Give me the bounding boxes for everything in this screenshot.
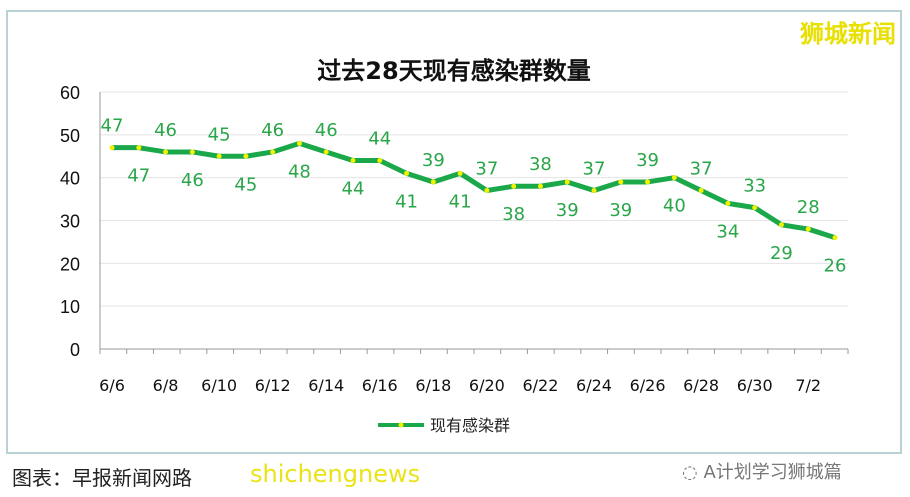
x-tick-label: 6/24 [576,376,612,395]
credit-text: 图表：早报新闻网路 [12,466,192,490]
y-tick-label: 30 [60,212,80,232]
y-tick-label: 20 [60,254,80,274]
data-label: 47 [127,166,150,187]
data-point [591,188,597,194]
data-label: 46 [181,170,204,191]
data-point [537,183,543,189]
data-label: 33 [743,176,766,197]
series-line [112,140,836,241]
data-label: 38 [502,204,525,225]
wechat-name: A计划学习狮城篇 [703,462,842,483]
data-point [698,188,704,194]
y-tick-label: 0 [70,340,80,360]
x-tick-label: 6/22 [522,376,558,395]
data-label: 45 [208,124,231,145]
wechat-account-label: ◌ A计划学习狮城篇 [682,458,842,484]
x-tick-label: 6/28 [683,376,719,395]
x-tick-label: 6/14 [308,376,344,395]
data-label: 40 [663,196,686,217]
data-label: 29 [770,243,793,264]
data-point [163,149,169,155]
data-label: 45 [234,174,257,195]
data-point [484,188,490,194]
x-tick-label: 6/26 [630,376,666,395]
y-tick-label: 40 [60,169,80,189]
y-tick-label: 60 [60,83,80,103]
watermark: shichengnews [250,460,421,488]
data-point [350,158,356,164]
data-point [109,145,115,151]
data-point [189,149,195,155]
data-label: 46 [315,120,338,141]
data-point [832,235,838,241]
data-point [671,175,677,181]
chart-title: 过去28天现有感染群数量 [317,57,590,85]
x-tick-label: 6/18 [415,376,451,395]
data-label: 38 [529,154,552,175]
x-tick-label: 6/30 [737,376,773,395]
wechat-icon: ◌ [682,462,704,483]
brand-logo: 狮城新闻 [800,20,896,48]
x-tick-label: 6/6 [99,376,125,395]
data-label: 48 [288,161,311,182]
x-tick-label: 6/12 [255,376,291,395]
data-label: 46 [154,120,177,141]
data-label: 37 [690,159,713,180]
data-point [725,200,731,206]
data-point [645,179,651,185]
legend-marker [398,422,404,428]
x-tick-label: 6/16 [362,376,398,395]
data-label: 44 [342,179,365,200]
x-tick-label: 6/8 [153,376,179,395]
data-point [752,205,758,211]
data-label: 47 [101,116,124,137]
data-point [564,179,570,185]
data-point [778,222,784,228]
data-point [377,158,383,164]
data-point [404,170,410,176]
data-label: 28 [797,197,820,218]
data-point [511,183,517,189]
data-point [618,179,624,185]
data-label: 39 [609,200,632,221]
x-tick-label: 6/10 [201,376,237,395]
data-point [430,179,436,185]
x-tick-label: 6/20 [469,376,505,395]
data-label: 37 [583,159,606,180]
data-label: 39 [636,150,659,171]
data-point [805,226,811,232]
data-point [323,149,329,155]
data-label: 41 [449,191,472,212]
y-tick-label: 10 [60,297,80,317]
data-label: 41 [395,191,418,212]
data-label: 39 [422,150,445,171]
data-point [457,170,463,176]
data-point [136,145,142,151]
data-point [216,153,222,159]
legend-label: 现有感染群 [430,416,510,435]
data-label: 37 [475,159,498,180]
data-label: 39 [556,200,579,221]
data-label: 44 [368,129,391,150]
x-tick-label: 7/2 [795,376,821,395]
data-label: 34 [716,221,739,242]
data-label: 26 [824,256,847,277]
data-label: 46 [261,120,284,141]
line-chart: 过去28天现有感染群数量 0 10 20 30 40 50 60 6/6 6/8 6/10 6/12 6… [60,57,849,435]
data-point [296,140,302,146]
y-tick-label: 50 [60,126,80,146]
data-point [270,149,276,155]
data-point [243,153,249,159]
chart-frame: 过去28天现有感染群数量 0 10 20 30 40 50 60 6/6 6/8 6/10 6/12 6… [6,10,902,454]
